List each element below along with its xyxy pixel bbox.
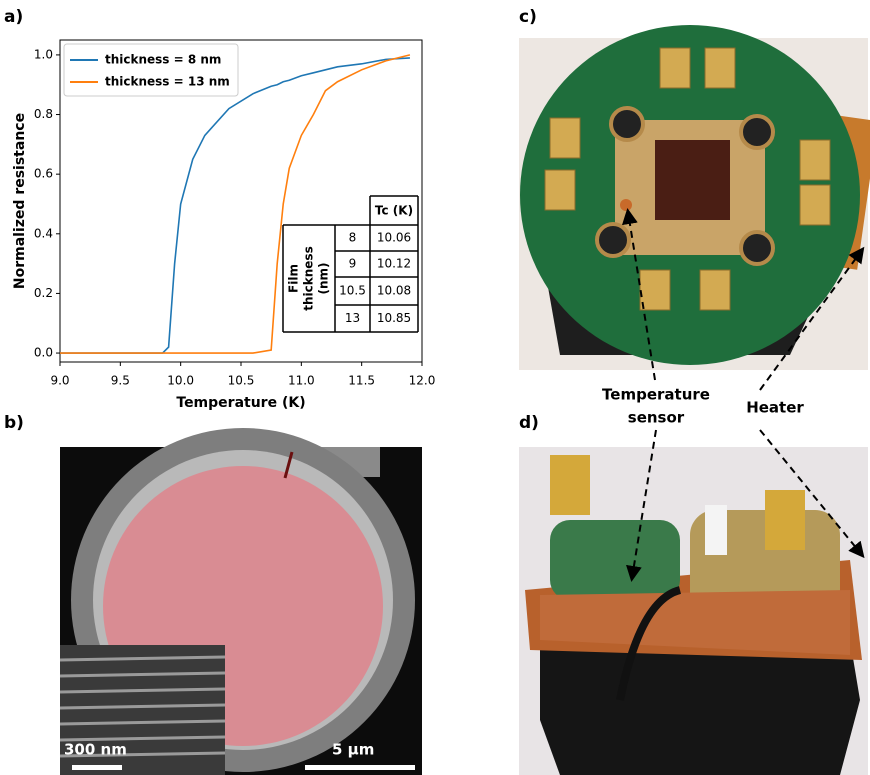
sem-image	[59, 428, 422, 775]
y-tick-label: 1.0	[34, 47, 53, 61]
chart: 9.0 9.5 10.0 10.5 11.0 11.5 12.0 0.0 0.2 0.4 0.6 0.…	[12, 39, 436, 411]
table-cell: 10.85	[377, 311, 411, 325]
table-cell: 10.08	[377, 284, 411, 298]
annotation: Temperature	[602, 386, 710, 404]
x-tick-label: 9.0	[50, 374, 69, 388]
table-row-header: Film	[287, 264, 301, 293]
panel-label: c)	[519, 7, 537, 27]
photo-d	[519, 447, 868, 775]
table-header: Tc (K)	[375, 204, 413, 218]
table-row-header: (nm)	[317, 262, 331, 294]
scale-bar-label: 5 µm	[332, 741, 374, 759]
y-axis-label: Normalized resistance	[12, 113, 28, 289]
panel-label: d)	[519, 413, 539, 433]
x-tick-label: 11.0	[288, 374, 315, 388]
y-tick-label: 0.0	[34, 346, 53, 360]
data-line	[60, 57, 410, 354]
y-tick-label: 0.2	[34, 286, 53, 300]
x-tick-label: 11.5	[348, 374, 375, 388]
annotation: sensor	[628, 409, 685, 427]
y-tick-label: 0.8	[34, 107, 53, 121]
annotation-arrow	[622, 208, 865, 582]
y-tick-label: 0.4	[34, 226, 53, 240]
annotation: Heater	[746, 399, 804, 417]
table-cell: 10.12	[377, 257, 411, 271]
table-cell: 13	[345, 311, 360, 325]
legend-label: thickness = 8 nm	[105, 53, 221, 67]
x-axis-label: Temperature (K)	[176, 395, 305, 411]
y-tick-label: 0.6	[34, 167, 53, 181]
x-tick-label: 12.0	[409, 374, 436, 388]
legend-box	[63, 43, 239, 97]
table-cell: 10.06	[377, 231, 411, 245]
table-cell: 10.5	[339, 284, 366, 298]
x-tick-label: 9.5	[111, 374, 130, 388]
panel-label: b)	[4, 413, 24, 433]
panel-label: a)	[4, 7, 23, 27]
x-tick-label: 10.0	[167, 374, 194, 388]
scale-bar-label: 300 nm	[64, 741, 127, 759]
data-line	[60, 54, 411, 354]
x-tick-label: 10.5	[228, 374, 255, 388]
table-row-header: thickness	[302, 246, 316, 310]
table-cell: 9	[349, 257, 357, 271]
legend-label: thickness = 13 nm	[105, 75, 230, 89]
photo-c	[519, 25, 870, 370]
table-cell: 8	[349, 231, 357, 245]
